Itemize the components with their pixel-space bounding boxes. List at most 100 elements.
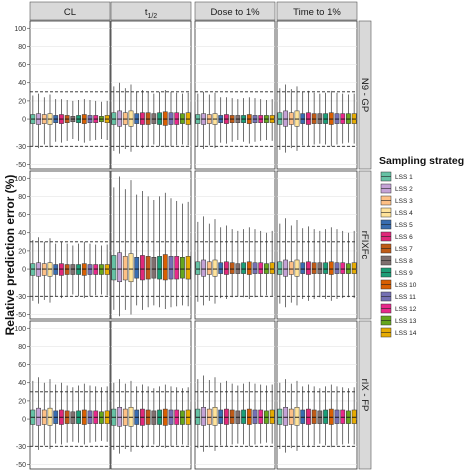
box-1-2-1	[195, 261, 201, 275]
box-1-1-2	[117, 252, 122, 283]
box-1-0-8	[70, 264, 76, 275]
box-2-3-1	[277, 408, 283, 425]
box-2-3-10	[328, 408, 334, 425]
box-1-0-6	[59, 263, 64, 276]
box-2-3-14	[351, 409, 357, 424]
box-1-3-2	[283, 259, 288, 277]
legend-label-4: LSS 4	[395, 210, 413, 217]
box-0-3-10	[328, 112, 334, 125]
box-1-3-11	[334, 262, 340, 274]
box-1-2-13	[264, 263, 269, 274]
box-0-3-13	[346, 113, 351, 124]
panel-1-3-frame	[276, 170, 358, 320]
box-1-2-14	[269, 262, 275, 274]
box-1-3-12	[340, 262, 346, 274]
box-1-1-8	[151, 257, 157, 279]
strip-column-0	[29, 1, 111, 21]
box-1-2-12	[258, 262, 264, 274]
panel-2-1-frame	[110, 320, 192, 470]
box-1-0-11	[87, 264, 93, 275]
legend-label-7: LSS 7	[395, 246, 413, 253]
box-0-3-11	[334, 113, 340, 124]
box-0-3-4	[294, 110, 300, 127]
box-0-3-2	[283, 110, 288, 127]
box-1-0-1	[30, 263, 36, 276]
legend-label-13: LSS 13	[395, 318, 417, 325]
box-2-2-5	[218, 409, 224, 424]
box-2-0-8	[70, 411, 76, 424]
panel-1-2-frame	[194, 170, 276, 320]
panel-2-3-frame	[276, 320, 358, 470]
box-0-3-1	[277, 112, 283, 125]
y-tick-label-2-5: 60	[18, 362, 26, 369]
box-1-1-1	[111, 255, 117, 281]
box-0-1-7	[145, 112, 151, 125]
box-2-2-3	[206, 408, 212, 425]
box-1-3-9	[323, 262, 328, 274]
box-1-2-7	[229, 262, 235, 274]
box-2-3-9	[323, 409, 328, 424]
y-tick-label-2-0: -50	[16, 462, 26, 469]
box-1-3-3	[288, 261, 294, 275]
box-0-3-5	[300, 113, 306, 124]
y-tick-label-2-6: 80	[18, 344, 26, 351]
box-2-1-2	[117, 407, 122, 427]
y-tick-label-0-4: 40	[18, 80, 26, 87]
box-2-3-6	[306, 408, 311, 425]
box-1-3-1	[277, 261, 283, 275]
box-0-3-3	[288, 112, 294, 125]
panel-0-2-frame	[194, 20, 276, 170]
box-1-0-12	[93, 264, 99, 275]
y-tick-label-2-4: 40	[18, 380, 26, 387]
y-tick-label-2-2: 0	[22, 417, 26, 424]
strip-column-3	[276, 1, 358, 21]
box-1-0-10	[81, 263, 87, 276]
box-0-1-2	[117, 110, 122, 127]
box-0-3-7	[311, 113, 317, 124]
box-1-3-10	[328, 261, 334, 275]
y-tick-label-1-1: -30	[16, 294, 26, 301]
box-2-1-8	[151, 410, 157, 425]
box-1-1-7	[145, 256, 151, 280]
box-2-2-4	[212, 407, 218, 426]
box-1-1-14	[185, 256, 191, 280]
y-tick-label-1-6: 80	[18, 194, 26, 201]
box-1-0-7	[64, 264, 70, 275]
box-2-3-2	[283, 407, 288, 426]
box-1-2-5	[218, 262, 224, 274]
strip-label-0: CL	[64, 7, 76, 18]
box-2-2-1	[195, 408, 201, 425]
box-2-2-14	[269, 409, 275, 424]
box-2-2-12	[258, 409, 264, 424]
box-1-1-6	[140, 255, 145, 281]
panel-0-0-frame	[29, 20, 111, 170]
strip-row-1	[358, 170, 372, 320]
y-tick-label-0-1: -30	[16, 144, 26, 151]
box-0-1-10	[162, 111, 168, 126]
y-tick-label-1-5: 60	[18, 212, 26, 219]
box-1-1-4	[128, 253, 134, 283]
y-tick-label-1-4: 40	[18, 230, 26, 237]
box-1-2-8	[235, 263, 241, 274]
box-0-1-12	[174, 112, 180, 125]
box-1-2-11	[252, 262, 258, 274]
legend: Sampling strateg LSS 1 LSS 2 LSS 3 LSS 4 LSS…	[379, 155, 464, 338]
box-0-1-9	[157, 112, 162, 125]
box-1-3-4	[294, 259, 300, 277]
box-0-1-5	[134, 113, 140, 124]
strip-row-label-1: rFIXFc	[359, 231, 370, 260]
box-1-1-11	[168, 256, 174, 280]
box-0-1-8	[151, 113, 157, 124]
box-1-1-12	[174, 256, 180, 280]
box-1-0-14	[104, 264, 110, 275]
strip-row-0	[358, 20, 372, 170]
panel-0-3-frame	[276, 20, 358, 170]
box-1-0-5	[53, 264, 59, 275]
y-tick-label-1-0: -50	[16, 312, 26, 319]
box-2-2-6	[224, 408, 229, 425]
y-tick-label-0-5: 60	[18, 62, 26, 69]
strip-column-2	[194, 1, 276, 21]
box-1-2-3	[206, 261, 212, 275]
box-2-0-2	[36, 407, 41, 426]
y-tick-label-2-3: 20	[18, 398, 26, 405]
